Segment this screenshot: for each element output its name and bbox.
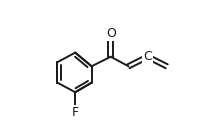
Text: F: F bbox=[72, 106, 79, 119]
Text: C: C bbox=[143, 50, 152, 63]
Text: O: O bbox=[106, 27, 116, 40]
